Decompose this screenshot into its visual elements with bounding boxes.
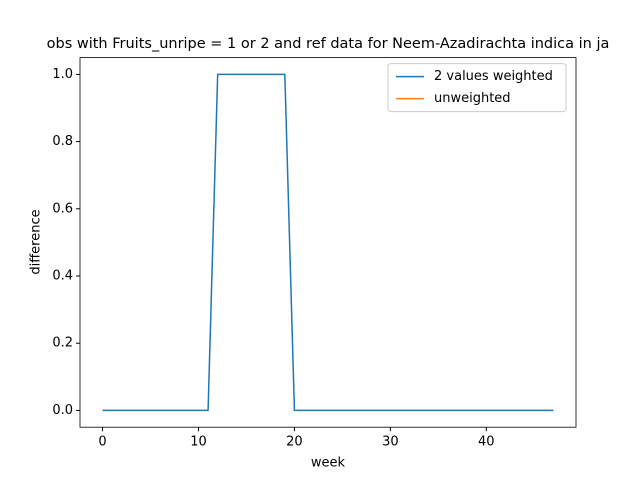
y-tick-label: 0.8 [52,134,73,149]
y-tick-label: 0.2 [52,336,73,351]
x-tick-label: 30 [382,435,399,450]
legend-label: 2 values weighted [434,69,553,84]
chart-title: obs with Fruits_unripe = 1 or 2 and ref … [47,36,610,52]
line-series [102,73,554,412]
y-tick-label: 0.0 [52,403,73,418]
plot-frame [79,57,577,428]
y-tick-label: 0.6 [52,201,73,216]
x-tick-label: 0 [98,435,106,450]
x-axis-label: week [311,456,346,471]
y-axis-label: difference [29,209,44,274]
legend-box [387,63,567,113]
legend-label: unweighted [434,91,511,106]
y-tick-label: 1.0 [52,67,73,82]
x-tick-label: 20 [286,435,303,450]
x-tick-label: 40 [478,435,495,450]
y-tick-label: 0.4 [52,269,73,284]
x-tick-label: 10 [190,435,207,450]
